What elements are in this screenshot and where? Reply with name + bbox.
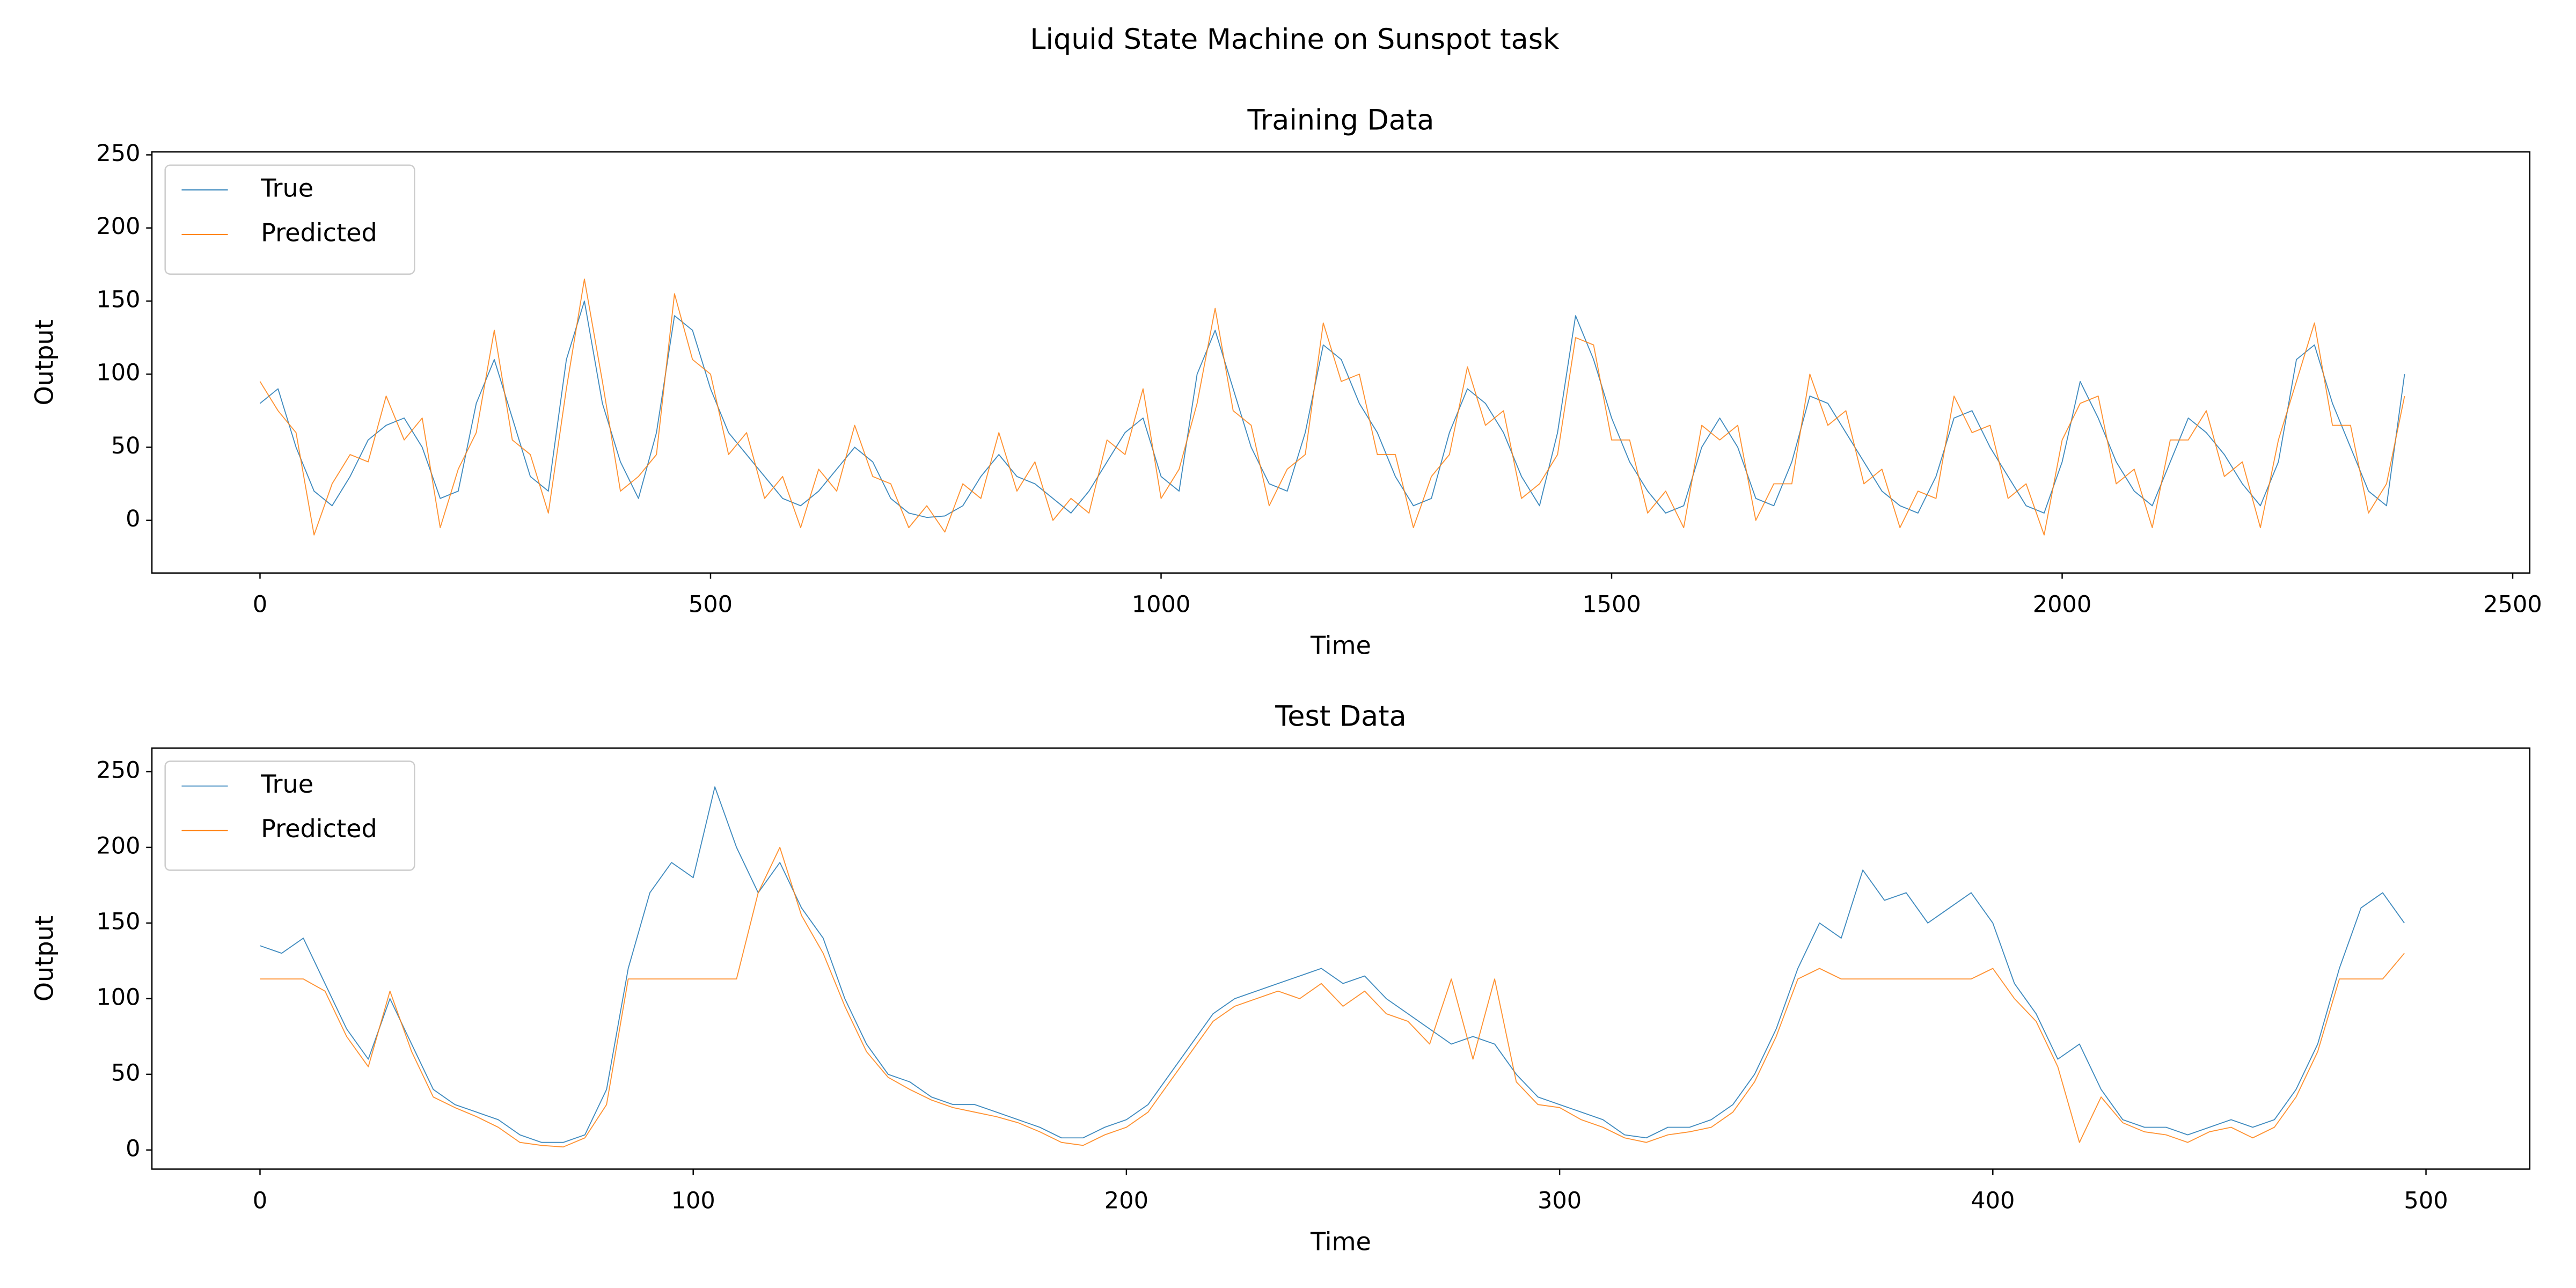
x-tick-label: 2500 [2483,591,2542,618]
y-tick-label: 50 [111,433,141,459]
x-tick-label: 200 [1104,1188,1148,1214]
series-line [260,847,2405,1148]
series-line [259,279,2405,536]
series-line [260,786,2405,1143]
y-tick-label: 200 [96,213,140,240]
legend-box [164,164,415,275]
y-tick-label: 200 [96,832,140,859]
x-tick-label: 400 [1971,1188,2015,1214]
y-tick-label: 0 [126,506,140,532]
y-tick-label: 0 [126,1135,140,1162]
x-axis-label: Time [1310,1227,1371,1256]
y-tick-label: 250 [96,140,140,167]
x-tick-label: 500 [2404,1188,2448,1214]
y-tick-label: 100 [96,984,140,1011]
x-tick-label: 100 [671,1188,715,1214]
x-tick-label: 500 [689,591,733,618]
legend-box [164,760,415,871]
x-tick-label: 0 [253,1188,267,1214]
y-axis-label: Output [30,916,59,1001]
y-axis-label: Output [30,319,59,405]
y-tick-label: 150 [96,908,140,935]
y-tick-label: 100 [96,360,140,386]
legend-label: True [260,173,313,202]
x-tick-label: 1000 [1132,591,1191,618]
x-tick-label: 2000 [2033,591,2092,618]
x-tick-label: 300 [1538,1188,1582,1214]
legend-label: Predicted [261,218,377,247]
y-tick-label: 250 [96,757,140,784]
legend-label: Predicted [261,814,377,843]
figure-title: Liquid State Machine on Sunspot task [1030,23,1560,56]
y-tick-label: 50 [111,1059,141,1086]
axes-title: Test Data [1275,700,1406,733]
x-tick-label: 1500 [1582,591,1641,618]
axes-title: Training Data [1247,104,1435,137]
legend-label: True [260,770,313,799]
x-axis-label: Time [1310,631,1371,660]
axes-frame [151,747,2531,1170]
axes-frame [151,151,2531,574]
y-tick-label: 150 [96,286,140,313]
x-tick-label: 0 [253,591,267,618]
